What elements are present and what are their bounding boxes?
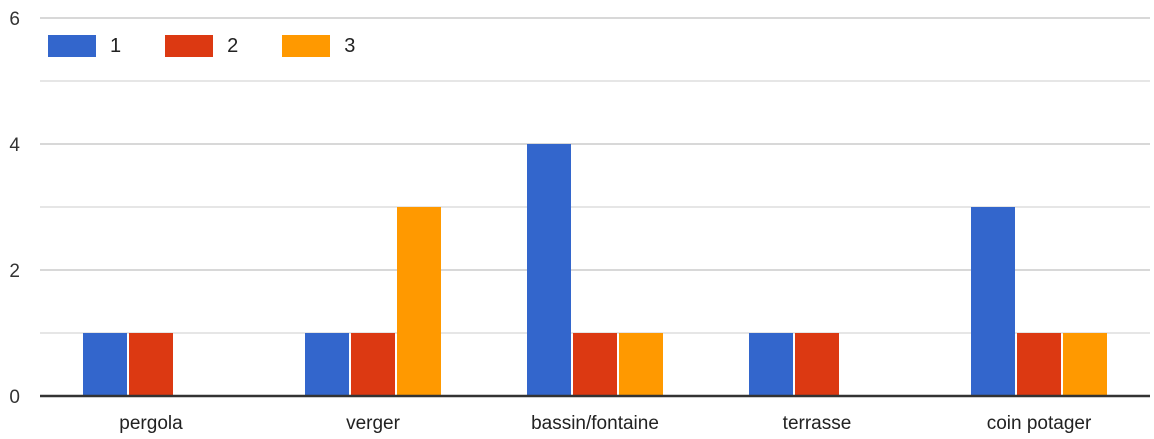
legend-item: 1 bbox=[48, 35, 121, 58]
category-label: bassin/fontaine bbox=[531, 413, 659, 434]
bar-bassin-fontaine-series-3 bbox=[619, 333, 663, 396]
bar-pergola-series-1 bbox=[83, 333, 127, 396]
legend-swatch bbox=[282, 35, 331, 57]
y-tick-labels: 0 2 4 6 bbox=[9, 9, 20, 408]
y-tick-label: 6 bbox=[9, 9, 20, 30]
category-labels: pergola verger bassin/fontaine terrasse coin… bbox=[119, 413, 1092, 434]
legend-label: 2 bbox=[227, 34, 239, 57]
gridlines bbox=[40, 17, 1150, 334]
legend-swatch bbox=[165, 35, 214, 57]
y-tick-label: 4 bbox=[9, 135, 20, 156]
bar-bassin-fontaine-series-2 bbox=[573, 333, 617, 396]
bar-verger-series-2 bbox=[351, 333, 395, 396]
bar-pergola-series-2 bbox=[129, 333, 173, 396]
category-label: pergola bbox=[119, 413, 183, 434]
bar-terrasse-series-1 bbox=[749, 333, 793, 396]
bar-coin-potager-series-3 bbox=[1063, 333, 1107, 396]
legend-label: 3 bbox=[344, 34, 356, 57]
bar-coin-potager-series-1 bbox=[971, 207, 1015, 396]
category-label: coin potager bbox=[987, 413, 1092, 434]
bars bbox=[83, 144, 1107, 396]
legend: 1 2 3 bbox=[48, 33, 399, 59]
legend-item: 2 bbox=[165, 35, 238, 58]
legend-item: 3 bbox=[282, 35, 355, 58]
bar-coin-potager-series-2 bbox=[1017, 333, 1061, 396]
legend-label: 1 bbox=[110, 34, 122, 57]
category-label: terrasse bbox=[783, 413, 852, 434]
y-tick-label: 2 bbox=[9, 261, 20, 282]
y-tick-label: 0 bbox=[9, 387, 20, 408]
category-label: verger bbox=[346, 413, 401, 434]
bar-verger-series-3 bbox=[397, 207, 441, 396]
bar-verger-series-1 bbox=[305, 333, 349, 396]
bar-terrasse-series-2 bbox=[795, 333, 839, 396]
legend-swatch bbox=[48, 35, 96, 57]
bar-bassin-fontaine-series-1 bbox=[527, 144, 571, 396]
